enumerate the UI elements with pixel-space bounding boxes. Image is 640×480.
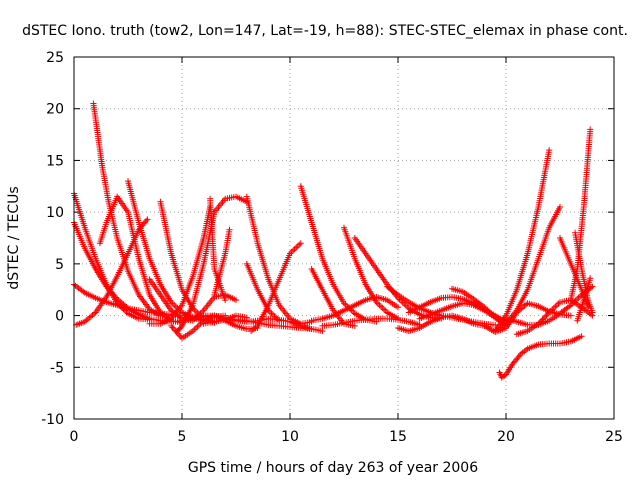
- x-tick-label: 5: [178, 429, 187, 445]
- series-markers: [96, 193, 185, 326]
- x-tick-label: 0: [70, 429, 79, 445]
- x-tick-label: 10: [281, 429, 299, 445]
- y-tick-label: -5: [50, 360, 64, 376]
- series-markers: [308, 294, 401, 324]
- x-tick-label: 20: [497, 429, 515, 445]
- series-arc27: [395, 312, 488, 335]
- chart-title: dSTEC Iono. truth (tow2, Lon=147, Lat=-1…: [22, 23, 628, 39]
- series-markers: [341, 224, 401, 322]
- y-tick-label: 5: [55, 257, 64, 273]
- series-arc24: [341, 224, 401, 322]
- series-markers: [395, 312, 488, 335]
- y-tick-label: -10: [41, 412, 64, 428]
- series-markers: [496, 333, 585, 381]
- series-markers: [243, 260, 283, 324]
- y-tick-label: 0: [55, 309, 64, 325]
- series-arc19: [243, 260, 283, 324]
- y-tick-label: 25: [46, 50, 64, 66]
- y-tick-label: 20: [46, 102, 64, 118]
- series-markers: [248, 240, 304, 335]
- series-markers: [513, 297, 596, 338]
- series-arc34: [496, 333, 585, 381]
- y-axis-label: dSTEC / TECUs: [6, 186, 22, 289]
- y-tick-label: 15: [46, 153, 64, 169]
- x-tick-label: 15: [389, 429, 407, 445]
- series-markers: [200, 316, 315, 332]
- plot-frame: [73, 56, 615, 420]
- series-arc16: [211, 226, 233, 298]
- x-axis-label: GPS time / hours of day 263 of year 2006: [188, 460, 478, 476]
- y-tick-label: 10: [46, 205, 64, 221]
- x-tick-label: 25: [605, 429, 623, 445]
- series-arc20: [297, 183, 380, 325]
- series-markers: [574, 275, 594, 324]
- series-arc22: [308, 294, 401, 324]
- grid-lines: [74, 57, 614, 419]
- series-arc18: [248, 240, 304, 335]
- series-markers: [297, 183, 380, 325]
- series-arc23: [319, 315, 423, 329]
- series-markers: [211, 226, 233, 298]
- series-arc06: [96, 193, 185, 326]
- series-arc14: [200, 316, 315, 332]
- series-markers: [319, 315, 423, 329]
- series-arc36: [513, 297, 596, 338]
- data-series: [71, 100, 596, 381]
- series-arc40: [574, 275, 594, 324]
